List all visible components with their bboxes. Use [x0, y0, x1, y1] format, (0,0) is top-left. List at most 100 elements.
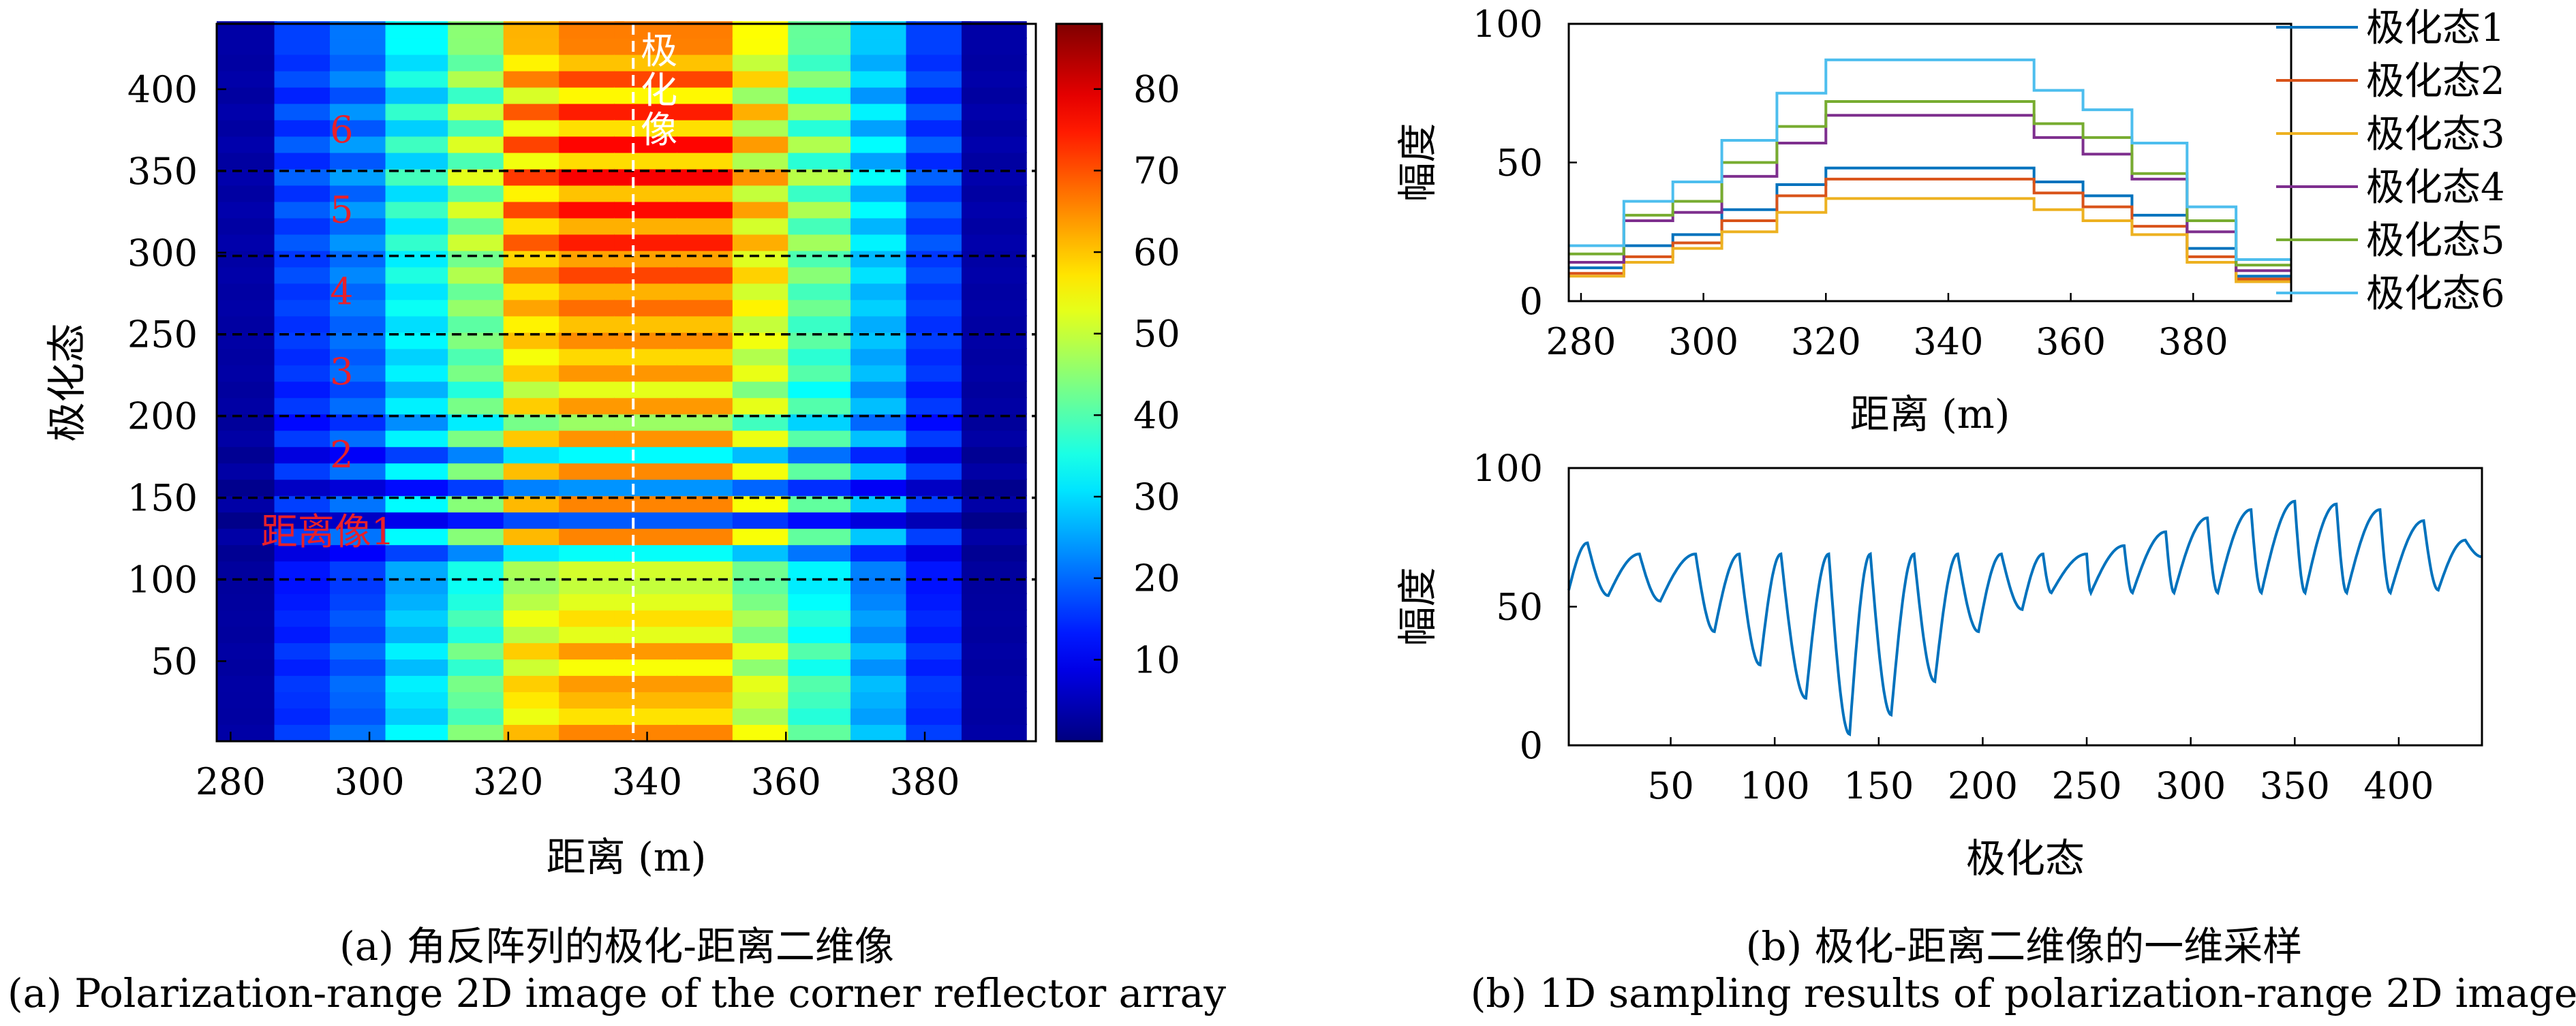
heatmap-cell: [448, 233, 513, 251]
heatmap-cell: [962, 70, 1027, 88]
heatmap-cell: [448, 119, 513, 137]
heatmap-cell: [788, 152, 854, 170]
heatmap-cell: [217, 674, 277, 693]
heatmap-cell: [732, 87, 798, 104]
heatmap-cell: [677, 560, 743, 578]
heatmap-cell: [732, 364, 798, 382]
x-tick-label: 320: [473, 760, 543, 803]
heatmap-cell: [559, 87, 624, 104]
heatmap-cell: [330, 119, 395, 137]
heatmap-cell: [503, 446, 569, 464]
heatmap-cell: [559, 593, 624, 611]
heatmap-cell: [962, 233, 1027, 251]
heatmap-cell: [274, 446, 340, 464]
heatmap-cell: [385, 593, 451, 611]
heatmap-cell: [503, 560, 569, 578]
heatmap-cell: [788, 380, 854, 399]
heatmap-cell: [274, 70, 340, 88]
heatmap-cell: [906, 347, 972, 366]
heatmap-cell: [732, 266, 798, 284]
heatmap-cell: [274, 298, 340, 317]
heatmap-cell: [217, 642, 277, 660]
heatmap-cell: [503, 511, 569, 529]
heatmap-cell: [503, 478, 569, 497]
heatmap-cell: [503, 380, 569, 399]
x-tick-label: 300: [1668, 320, 1738, 363]
heatmap-cell: [385, 282, 451, 300]
heatmap-cell: [962, 674, 1027, 693]
heatmap-cell: [614, 233, 680, 251]
heatmap-cell: [385, 119, 451, 137]
heatmap-cell: [732, 527, 798, 546]
heatmap-cell: [217, 462, 277, 480]
heatmap-cell: [503, 266, 569, 284]
heatmap-cell: [788, 625, 854, 644]
heatmap-cell: [503, 642, 569, 660]
heatmap-cell: [614, 691, 680, 709]
heatmap-cell: [962, 282, 1027, 300]
heatmap-column-349: [677, 21, 743, 741]
heatmap-cell: [906, 136, 972, 153]
heatmap-cell: [850, 37, 916, 55]
heatmap-cell: [503, 298, 569, 317]
heatmap-cell: [448, 217, 513, 235]
heatmap-cell: [677, 119, 743, 137]
heatmap-cell: [906, 478, 972, 497]
heatmap-cell: [448, 511, 513, 529]
heatmap-column-365: [788, 21, 854, 741]
heatmap-cell: [614, 397, 680, 415]
heatmap-cell: [732, 724, 798, 741]
heatmap-cell: [448, 185, 513, 202]
heatmap-cell: [559, 119, 624, 137]
heatmap-cell: [330, 298, 395, 317]
heatmap-cell: [850, 380, 916, 399]
heatmap-cell: [962, 201, 1027, 219]
y-tick-label: 100: [1473, 447, 1543, 490]
heatmap-cell: [448, 54, 513, 72]
heatmap-cell: [788, 103, 854, 121]
heatmap-cell: [788, 462, 854, 480]
heatmap-cell: [385, 249, 451, 268]
heatmap-cell: [274, 397, 340, 415]
heatmap-cell: [962, 54, 1027, 72]
heatmap-cell: [559, 462, 624, 480]
heatmap-cell: [677, 609, 743, 627]
heatmap-cell: [677, 87, 743, 104]
heatmap-cell: [677, 37, 743, 55]
chart-b1-range-profiles: 280 300 320 340 360 380 0 50 100 距离 (m) 幅度 极化态1 极化态2…: [1394, 3, 2505, 437]
heatmap-cell: [217, 364, 277, 382]
heatmap-column-299: [330, 21, 395, 741]
heatmap-cell: [788, 674, 854, 693]
colorbar: [1055, 22, 1103, 743]
heatmap-cell: [330, 446, 395, 464]
heatmap-cell: [274, 315, 340, 333]
heatmap-cell: [217, 691, 277, 709]
heatmap-cell: [614, 54, 680, 72]
heatmap-cell: [906, 674, 972, 693]
heatmap-cell: [559, 233, 624, 251]
heatmap-cell: [330, 315, 395, 333]
heatmap-cell: [906, 266, 972, 284]
heatmap-cell: [906, 511, 972, 529]
heatmap-cell: [559, 185, 624, 202]
heatmap-cell: [614, 429, 680, 448]
heatmap-cell: [330, 87, 395, 104]
heatmap-cell: [217, 103, 277, 121]
heatmap-cell: [448, 593, 513, 611]
y-tick-label: 100: [1473, 3, 1543, 46]
heatmap-cell: [677, 266, 743, 284]
heatmap-cell: [850, 201, 916, 219]
caption-a-chinese: (a) 角反阵列的极化-距离二维像: [339, 923, 894, 969]
heatmap-cell: [677, 642, 743, 660]
heatmap-cell: [330, 674, 395, 693]
heatmap-cell: [385, 625, 451, 644]
heatmap-cell: [906, 609, 972, 627]
heatmap-cell: [385, 201, 451, 219]
heatmap-cell: [274, 152, 340, 170]
heatmap-cell: [732, 658, 798, 677]
heatmap-cell: [559, 511, 624, 529]
heatmap-cell: [677, 674, 743, 693]
heatmap-cell: [503, 152, 569, 170]
heatmap-cell: [217, 478, 277, 497]
heatmap-cell: [274, 119, 340, 137]
